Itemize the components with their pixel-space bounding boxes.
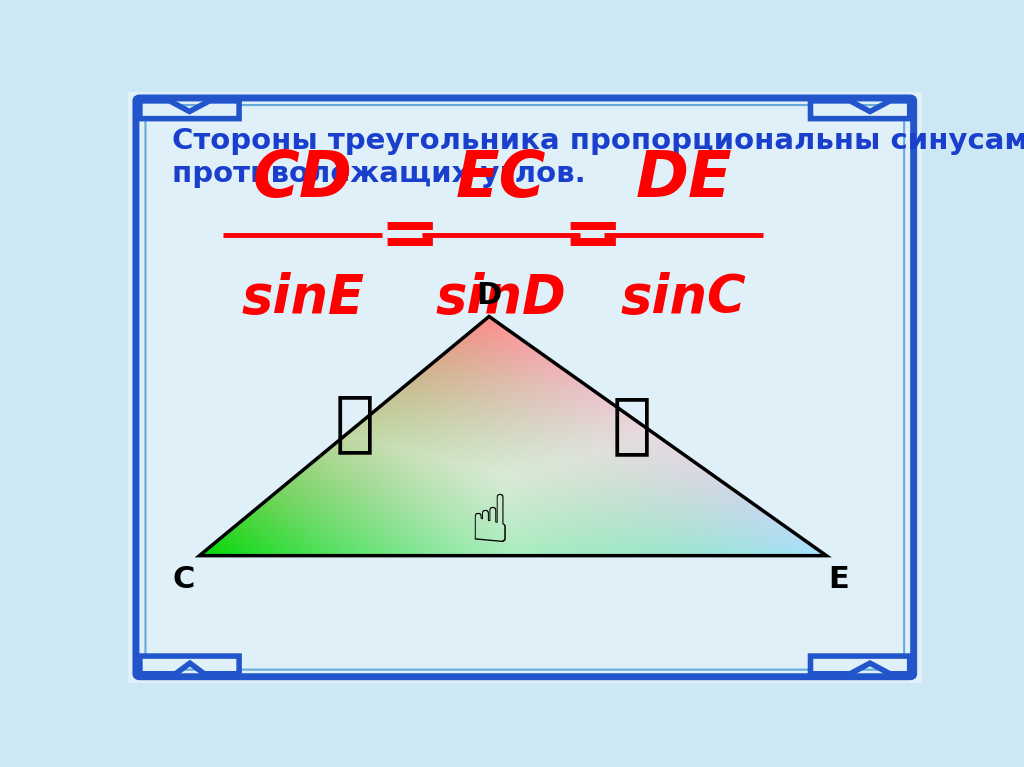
- Text: sinC: sinC: [621, 272, 746, 324]
- Text: =: =: [562, 202, 623, 272]
- Text: ☝: ☝: [469, 490, 509, 556]
- Polygon shape: [140, 101, 240, 119]
- Text: DE: DE: [635, 148, 732, 210]
- Text: E: E: [827, 565, 849, 594]
- Text: 👈: 👈: [612, 393, 652, 459]
- Text: Стороны треугольника пропорциональны синусам: Стороны треугольника пропорциональны син…: [172, 127, 1024, 156]
- Text: C: C: [172, 565, 195, 594]
- Text: 👉: 👉: [334, 390, 374, 456]
- Text: CD: CD: [253, 148, 352, 210]
- Text: D: D: [476, 281, 502, 311]
- Polygon shape: [811, 656, 909, 673]
- Text: sinD: sinD: [435, 272, 566, 324]
- Polygon shape: [140, 656, 240, 673]
- Text: =: =: [380, 202, 440, 272]
- Text: sinE: sinE: [241, 272, 365, 324]
- Polygon shape: [811, 101, 909, 119]
- FancyBboxPatch shape: [136, 98, 913, 676]
- Text: противолежащих углов.: противолежащих углов.: [172, 160, 586, 188]
- FancyBboxPatch shape: [128, 92, 922, 683]
- Text: EC: EC: [456, 148, 546, 210]
